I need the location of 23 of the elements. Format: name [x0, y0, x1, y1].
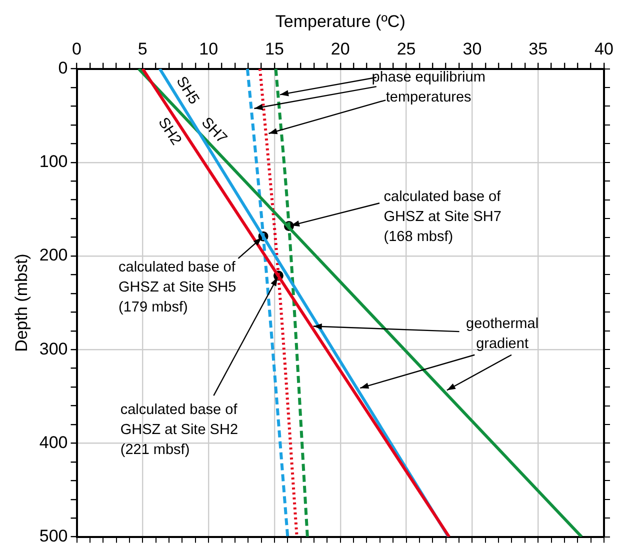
y-tick-label: 0 — [58, 58, 68, 78]
y-tick-label: 400 — [39, 432, 68, 452]
y-tick-label: 500 — [39, 526, 68, 546]
x-tick-label: 25 — [396, 39, 416, 58]
y-tick-label: 200 — [39, 246, 68, 265]
x-tick-label: 30 — [462, 39, 482, 58]
annotation: phase equilibrium temperatures — [372, 70, 486, 106]
x-tick-label: 35 — [528, 39, 548, 58]
x-tick-label: 10 — [199, 39, 218, 58]
x-tick-label: 15 — [265, 39, 284, 58]
y-axis-title: Depth (mbst) — [12, 254, 31, 352]
x-axis-title: Temperature (ºC) — [275, 12, 406, 31]
annotation: geothermal gradient — [466, 316, 539, 352]
annotation: calculated base of GHSZ at Site SH7 (168 mbsf) — [384, 188, 502, 245]
text: SH7 — [198, 114, 230, 147]
y-tick-label: 100 — [39, 152, 68, 172]
annotation: calculated base of GHSZ at Site SH2 (221 mbsf) — [120, 402, 238, 458]
y-tick-label: 300 — [39, 339, 68, 358]
x-tick-label: 5 — [138, 39, 148, 58]
x-tick-label: 40 — [594, 39, 614, 58]
x-tick-label: 20 — [330, 39, 350, 58]
x-tick-label: 0 — [72, 39, 82, 58]
annotation: calculated base of GHSZ at Site SH5 (179 mbsf) — [118, 259, 236, 316]
